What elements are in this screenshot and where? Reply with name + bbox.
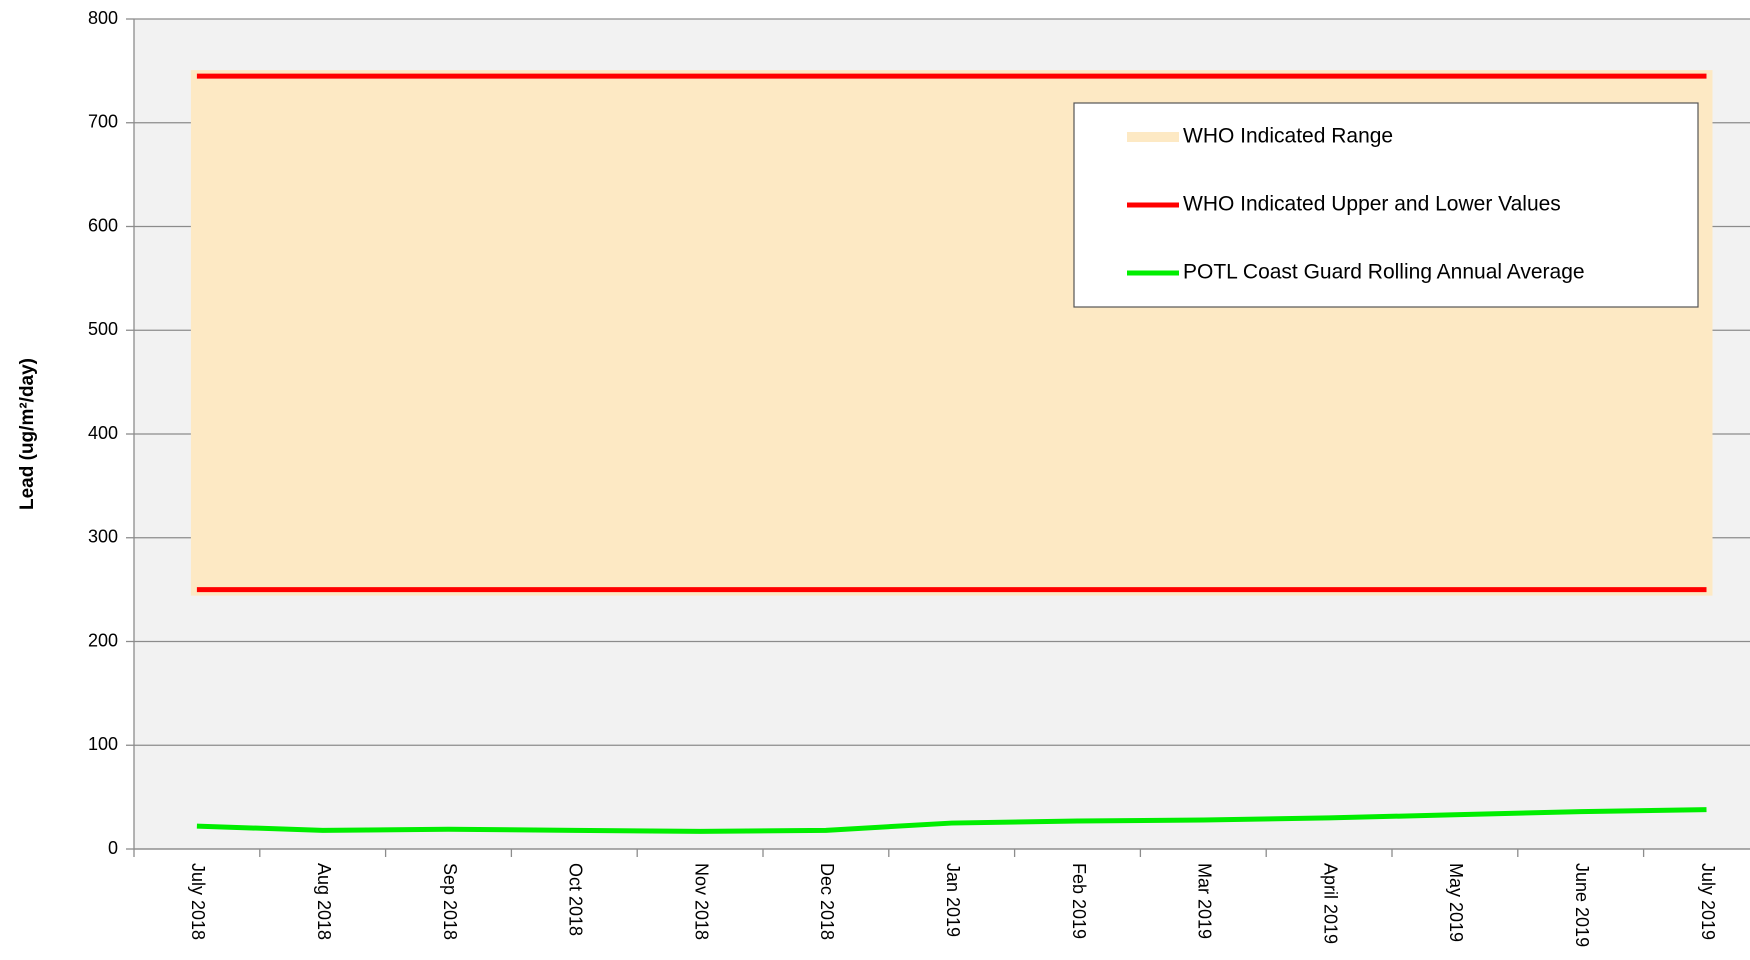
x-tick-label: Dec 2018: [817, 863, 837, 940]
y-tick-label: 800: [88, 8, 118, 28]
x-tick-label: Oct 2018: [566, 863, 586, 936]
legend-label: POTL Coast Guard Rolling Annual Average: [1183, 261, 1585, 284]
x-tick-label: June 2019: [1572, 863, 1592, 947]
x-tick-label: Mar 2019: [1195, 863, 1215, 939]
y-tick-label: 0: [108, 838, 118, 858]
legend-label: WHO Indicated Upper and Lower Values: [1183, 193, 1561, 216]
series-line: [196, 807, 1707, 834]
y-tick-label: 300: [88, 527, 118, 547]
x-tick-label: Sep 2018: [440, 863, 460, 940]
y-tick-label: 500: [88, 319, 118, 339]
y-tick-label: 700: [88, 112, 118, 132]
y-tick-label: 200: [88, 630, 118, 650]
y-tick-label: 100: [88, 734, 118, 754]
x-tick-label: Feb 2019: [1069, 863, 1089, 939]
legend-label: WHO Indicated Range: [1183, 125, 1393, 148]
x-tick-label: July 2018: [188, 863, 208, 940]
x-tick-label: July 2019: [1698, 863, 1718, 940]
x-tick-label: Jan 2019: [943, 863, 963, 937]
y-tick-label: 400: [88, 423, 118, 443]
x-tick-label: Nov 2018: [691, 863, 711, 940]
x-tick-label: April 2019: [1320, 863, 1340, 944]
y-tick-label: 600: [88, 215, 118, 235]
y-axis-label: Lead (ug/m²/day): [17, 358, 38, 510]
x-tick-label: May 2019: [1446, 863, 1466, 942]
x-tick-label: Aug 2018: [314, 863, 334, 940]
